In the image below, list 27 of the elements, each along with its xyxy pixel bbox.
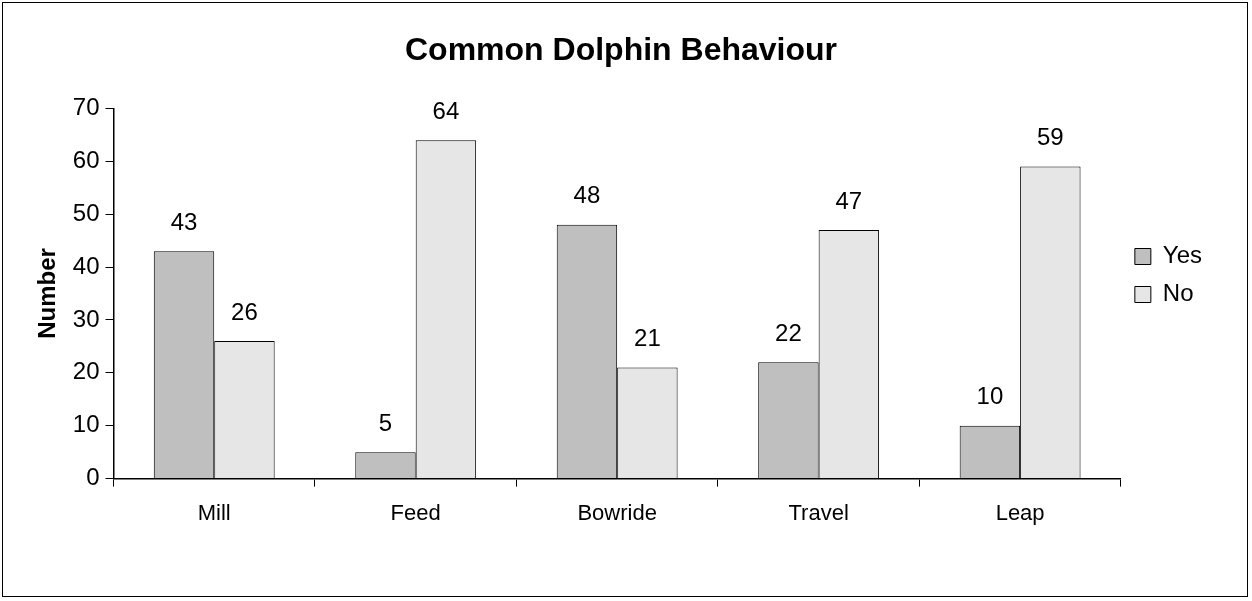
x-tick-label: Bowride [577,499,657,525]
y-tick-label: 50 [72,198,100,226]
data-label: 48 [573,181,601,209]
data-label: 22 [775,318,802,346]
x-tick-label: Feed [390,499,441,525]
y-tick-label: 20 [72,357,100,385]
chart-title: Common Dolphin Behaviour [405,31,837,68]
y-axis-title: Number [33,248,61,339]
x-tick-label: Leap [995,499,1045,525]
data-label: 26 [231,297,258,325]
y-tick-label: 0 [86,463,100,491]
data-label: 64 [432,96,460,124]
data-label: 10 [976,382,1004,410]
y-tick-label: 70 [72,93,100,121]
data-label: 47 [835,186,863,214]
legend-label: Yes [1162,241,1202,269]
data-label: 43 [170,207,198,235]
data-label: 5 [378,408,393,436]
y-tick-label: 30 [72,304,100,332]
data-label: 21 [634,324,661,352]
x-tick-label: Mill [197,499,231,525]
data-label: 59 [1036,123,1064,151]
y-tick-label: 40 [72,251,100,279]
y-tick-label: 60 [72,145,100,173]
y-tick-label: 10 [72,410,100,438]
x-tick-label: Travel [788,499,849,525]
legend-label: No [1162,279,1194,307]
